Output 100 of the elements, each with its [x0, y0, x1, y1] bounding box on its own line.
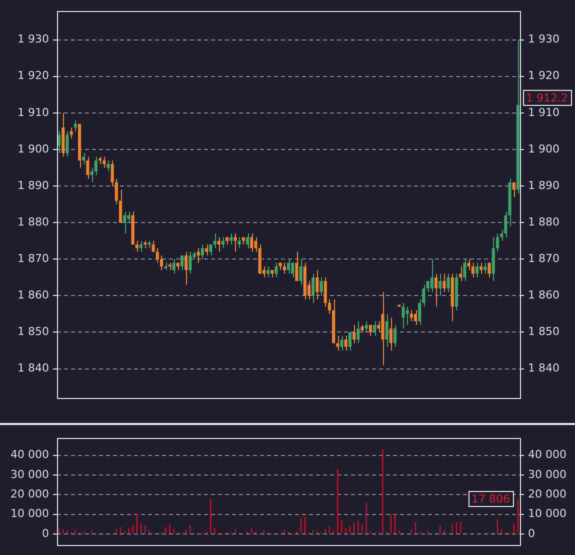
candlestick [102, 156, 106, 168]
candlestick [188, 251, 192, 274]
y2-tick-label: 0 [528, 526, 535, 540]
candlestick [480, 262, 483, 274]
candlestick [234, 233, 237, 252]
candlestick [442, 273, 446, 293]
y-tick-label: 20 000 [10, 488, 49, 500]
candlestick [114, 178, 118, 205]
candlestick [172, 258, 176, 274]
candlestick [324, 276, 327, 308]
candlestick [221, 236, 224, 249]
y2-tick-label: 1 900 [528, 142, 560, 156]
candlestick [320, 276, 323, 296]
y-tick-label: 1 870 [18, 252, 49, 265]
candlestick [446, 273, 450, 293]
candlestick [180, 254, 184, 271]
candlestick [471, 262, 474, 278]
candlestick [364, 320, 368, 333]
candlestick [356, 320, 360, 344]
annotation: 17 806 [471, 492, 510, 506]
candlestick [410, 310, 413, 322]
candlestick [86, 156, 90, 180]
candlestick [106, 160, 110, 172]
candlestick [512, 182, 516, 198]
y2-tick-label: 1 870 [528, 252, 560, 265]
y2-tick-label: 1 880 [528, 215, 560, 228]
candlestick [160, 254, 164, 271]
candlestick [459, 266, 462, 282]
candlestick [463, 258, 466, 282]
candlestick [118, 189, 122, 224]
candlestick [438, 273, 442, 296]
candlestick [139, 240, 143, 252]
candlestick [484, 262, 487, 274]
y2-tick-label: 1 850 [528, 325, 560, 338]
y2-tick-label: 1 910 [528, 106, 560, 119]
candlestick [496, 233, 499, 252]
candlestick [475, 262, 479, 278]
y2-tick-label: 1 840 [528, 362, 560, 375]
candlestick [430, 258, 434, 293]
y-tick-label: 30 000 [10, 468, 49, 481]
candlestick [250, 233, 254, 252]
y2-tick-label: 1 930 [528, 32, 560, 46]
candlestick [135, 240, 138, 252]
candlestick [467, 258, 470, 271]
candlestick [295, 251, 298, 282]
candlestick [414, 310, 418, 326]
candlestick [238, 236, 241, 249]
candlestick [196, 248, 200, 264]
candlestick [205, 244, 208, 256]
y-tick-label: 1 860 [18, 288, 49, 302]
candlestick [127, 211, 130, 224]
candlestick [373, 320, 376, 336]
y-tick-label: 1 910 [18, 106, 49, 119]
candlestick [74, 120, 77, 132]
candlestick [266, 266, 270, 278]
candlestick [123, 211, 126, 234]
candlestick [152, 240, 155, 252]
candlestick [213, 233, 216, 249]
y-tick-label: 1 930 [18, 32, 49, 46]
y2-tick-label: 20 000 [528, 488, 566, 500]
candlestick [282, 262, 286, 274]
candlestick [393, 324, 397, 348]
candlestick [286, 258, 290, 274]
candlestick [352, 324, 356, 344]
candlestick [385, 313, 388, 348]
y2-tick-label: 30 000 [528, 468, 566, 481]
candlestick [200, 244, 204, 260]
candlestick [389, 317, 392, 351]
candlestick [209, 244, 212, 256]
candlestick [312, 273, 315, 304]
y-tick-label: 1 920 [18, 69, 49, 82]
y-tick-label: 0 [42, 526, 49, 540]
y2-tick-label: 1 890 [528, 178, 560, 192]
y2-tick-label: 1 920 [528, 69, 560, 82]
y-tick-label: 1 890 [18, 178, 49, 192]
candlestick [316, 270, 319, 300]
candlestick [110, 160, 114, 187]
text: 1 912.2 [526, 91, 568, 104]
candlestick [230, 233, 233, 245]
candlestick [217, 236, 220, 252]
candlestick [434, 273, 438, 308]
y-tick-label: 1 900 [18, 142, 49, 156]
candlestick [348, 332, 352, 351]
y2-tick-label: 40 000 [528, 448, 566, 462]
candlestick [246, 233, 250, 249]
candlestick [336, 335, 340, 351]
candlestick [66, 130, 69, 158]
y2-tick-label: 10 000 [528, 507, 566, 520]
candlestick [344, 335, 348, 351]
candlestick [340, 335, 344, 351]
candlestick [70, 127, 73, 140]
candlestick [402, 302, 405, 330]
candlestick [274, 262, 278, 278]
candlestick [328, 298, 332, 314]
candlestick [184, 251, 188, 286]
y-tick-label: 10 000 [10, 507, 49, 520]
candlestick [299, 258, 302, 286]
candlestick [291, 262, 294, 278]
candlestick [156, 248, 159, 264]
candlestick [82, 152, 86, 165]
